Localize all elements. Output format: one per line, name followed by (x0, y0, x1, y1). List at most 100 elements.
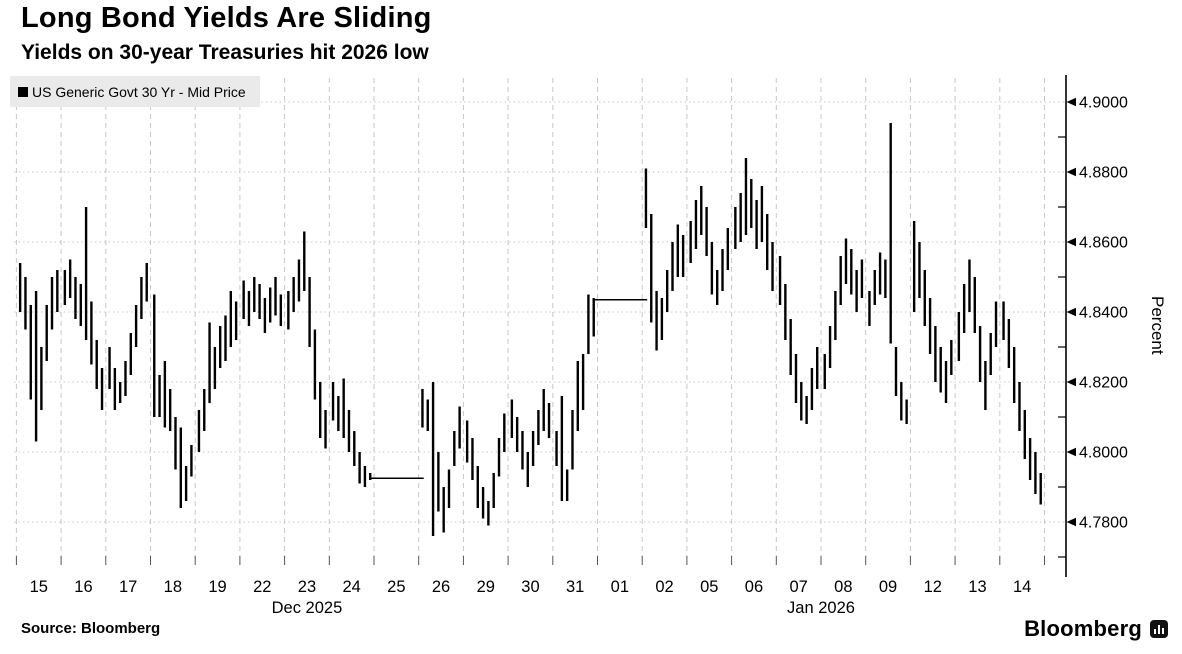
month-label: Jan 2026 (787, 599, 855, 617)
price-bar (40, 347, 43, 410)
price-bar (208, 322, 211, 403)
price-bar (547, 403, 551, 438)
price-bar (218, 326, 222, 368)
price-bar (878, 252, 882, 295)
price-bar (118, 382, 122, 403)
y-tick-label: 4.8800 (1079, 165, 1128, 182)
price-bar (918, 242, 921, 298)
price-bar (140, 277, 143, 319)
tick-arrow-icon (1066, 377, 1076, 387)
price-bar (1023, 410, 1026, 459)
price-bar (794, 354, 798, 403)
month-label: Dec 2025 (272, 599, 343, 617)
price-bar (34, 291, 38, 442)
price-bar (689, 221, 692, 263)
source-text: Source: Bloomberg (21, 620, 161, 637)
price-bar (592, 298, 595, 337)
price-bar (274, 277, 277, 316)
price-bar (263, 298, 267, 333)
legend-box: US Generic Govt 30 Yr - Mid Price (10, 76, 260, 107)
price-bar (957, 312, 961, 361)
day-label: 09 (879, 578, 897, 596)
price-bar (153, 294, 156, 417)
price-bar (810, 368, 814, 410)
price-bar (224, 315, 227, 361)
price-bar (179, 427, 182, 508)
price-bar (68, 259, 72, 298)
price-bar (213, 347, 217, 389)
day-label: 23 (298, 578, 316, 596)
tick-arrow-icon (1066, 167, 1076, 177)
price-bar (789, 319, 792, 375)
chart-subtitle: Yields on 30-year Treasuries hit 2026 lo… (21, 41, 429, 64)
price-bar (531, 431, 535, 466)
price-bar (726, 228, 730, 270)
price-bar (431, 382, 435, 536)
price-bar (839, 256, 842, 305)
price-bar (421, 389, 424, 428)
y-axis-major-ticks (1066, 97, 1076, 527)
price-bar (447, 469, 451, 508)
day-label: 05 (700, 578, 718, 596)
price-bar (912, 221, 916, 312)
price-bar (258, 284, 261, 319)
price-bar (492, 473, 495, 508)
price-bar (247, 291, 251, 326)
price-bar (581, 354, 585, 410)
day-label: 29 (477, 578, 495, 596)
price-bar (1018, 382, 1021, 431)
price-bar (694, 200, 698, 249)
price-bar (681, 235, 685, 277)
price-bar (24, 277, 27, 330)
tick-arrow-icon (1066, 307, 1076, 317)
price-bar (784, 284, 787, 340)
day-label: 07 (789, 578, 807, 596)
x-axis-month-labels: Dec 2025 Jan 2026 (272, 599, 855, 617)
price-bar (978, 326, 982, 382)
price-bar (665, 270, 669, 312)
price-bar (834, 291, 837, 340)
price-bar (50, 277, 54, 330)
price-bar (644, 168, 648, 228)
price-bar (426, 399, 429, 431)
price-bar (453, 431, 456, 466)
price-bar (894, 347, 898, 396)
y-tick-label: 4.7800 (1079, 515, 1128, 532)
price-bar (29, 305, 32, 400)
price-bar (297, 259, 301, 302)
day-label: 26 (432, 578, 450, 596)
price-bar (705, 207, 708, 256)
price-bar (1034, 452, 1037, 494)
price-bar (145, 263, 148, 302)
chart-title: Long Bond Yields Are Sliding (21, 2, 432, 34)
price-bar (710, 242, 714, 295)
y-tick-label: 4.8400 (1079, 305, 1128, 322)
price-bar (319, 382, 322, 438)
price-bar (324, 410, 327, 449)
day-label: 18 (164, 578, 182, 596)
price-bar (939, 347, 942, 393)
price-bar (934, 326, 937, 382)
price-bar (168, 389, 172, 431)
price-bar (734, 207, 737, 249)
price-bar (928, 298, 932, 354)
price-bar (823, 354, 826, 389)
price-bar (90, 301, 93, 365)
price-bar (158, 375, 161, 417)
price-bar (828, 326, 832, 368)
price-bar (95, 340, 98, 389)
day-label: 15 (30, 578, 48, 596)
price-bar (437, 452, 440, 512)
price-bar (994, 301, 998, 347)
price-bar (347, 410, 351, 452)
day-label: 08 (834, 578, 852, 596)
price-bar (184, 466, 188, 501)
price-bar (565, 469, 569, 501)
price-bar (962, 284, 966, 333)
vertical-gridlines (15, 78, 1045, 556)
price-bar (984, 361, 987, 410)
price-bar (989, 333, 992, 375)
y-axis-title: Percent (1148, 295, 1167, 355)
